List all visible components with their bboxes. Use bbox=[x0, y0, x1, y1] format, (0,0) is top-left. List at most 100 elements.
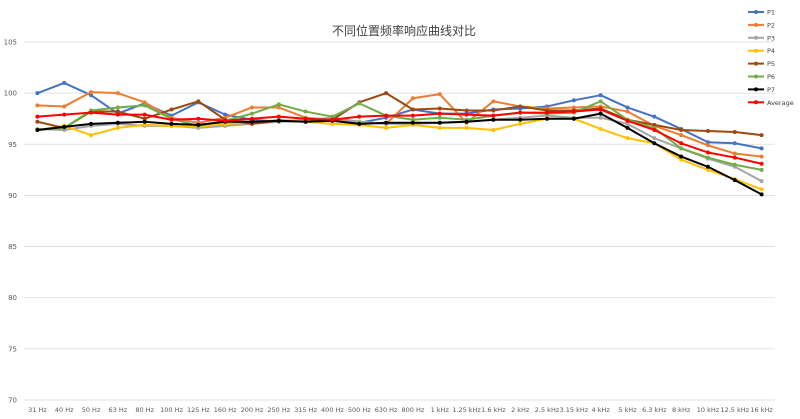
data-point bbox=[115, 109, 120, 114]
data-point bbox=[491, 99, 496, 104]
legend-item-p6: P6 bbox=[748, 73, 775, 81]
x-tick-label: 400 Hz bbox=[321, 406, 344, 414]
data-point bbox=[491, 113, 496, 118]
data-point bbox=[759, 179, 764, 184]
data-point bbox=[625, 125, 630, 130]
data-point bbox=[89, 90, 94, 95]
data-point bbox=[142, 116, 147, 121]
data-point bbox=[759, 192, 764, 197]
legend-marker bbox=[754, 100, 758, 105]
data-point bbox=[35, 127, 40, 132]
data-point bbox=[491, 108, 496, 113]
data-point bbox=[652, 141, 657, 146]
x-tick-label: 4 kHz bbox=[592, 406, 611, 414]
x-tick-label: 2 kHz bbox=[511, 406, 530, 414]
data-point bbox=[464, 112, 469, 117]
legend: P1 P2 P3 P4 P5 P6 P7 Average bbox=[748, 9, 794, 107]
data-point bbox=[732, 162, 737, 167]
data-point bbox=[759, 146, 764, 151]
data-point bbox=[410, 107, 415, 112]
series-line bbox=[37, 117, 762, 191]
data-point bbox=[62, 124, 67, 129]
legend-label: P5 bbox=[767, 60, 775, 68]
y-tick-label: 90 bbox=[8, 192, 17, 200]
data-point bbox=[384, 91, 389, 96]
legend-marker bbox=[754, 61, 758, 66]
data-point bbox=[705, 150, 710, 155]
legend-marker bbox=[754, 10, 758, 14]
data-point bbox=[545, 110, 550, 115]
data-point bbox=[410, 120, 415, 125]
x-tick-label: 8 kHz bbox=[672, 406, 691, 414]
data-point bbox=[652, 136, 657, 141]
legend-item-average: Average bbox=[748, 99, 794, 107]
data-point bbox=[115, 112, 120, 117]
data-point bbox=[384, 113, 389, 118]
data-point bbox=[598, 99, 603, 104]
data-point bbox=[62, 112, 67, 117]
data-point bbox=[518, 121, 523, 126]
gridlines bbox=[24, 41, 775, 401]
data-point bbox=[303, 109, 308, 114]
data-point bbox=[705, 164, 710, 169]
data-point bbox=[705, 167, 710, 172]
data-point bbox=[759, 167, 764, 172]
data-point bbox=[625, 121, 630, 126]
x-tick-label: 2.5 kHz bbox=[535, 406, 560, 414]
y-tick-label: 95 bbox=[8, 141, 17, 149]
data-point bbox=[196, 99, 201, 104]
legend-marker bbox=[754, 35, 758, 40]
data-point bbox=[625, 118, 630, 123]
data-point bbox=[759, 161, 764, 166]
data-point bbox=[571, 116, 576, 121]
x-tick-label: 315 Hz bbox=[294, 406, 317, 414]
y-tick-label: 105 bbox=[4, 39, 17, 47]
series-line bbox=[37, 112, 763, 196]
data-point bbox=[330, 114, 335, 119]
x-tick-label: 1.25 kHz bbox=[452, 406, 481, 414]
data-point bbox=[518, 117, 523, 122]
data-point bbox=[89, 110, 94, 115]
data-point bbox=[330, 121, 335, 126]
legend-item-p3: P3 bbox=[748, 34, 775, 42]
series-lines bbox=[35, 80, 764, 197]
legend-marker bbox=[754, 48, 758, 53]
series-line bbox=[37, 108, 762, 165]
data-point bbox=[35, 103, 40, 108]
data-point bbox=[705, 143, 710, 148]
data-point bbox=[679, 146, 684, 151]
x-tick-label: 200 Hz bbox=[241, 406, 264, 414]
x-tick-label: 50 Hz bbox=[82, 406, 101, 414]
data-point bbox=[705, 155, 710, 160]
x-tick-label: 12.5 kHz bbox=[720, 406, 749, 414]
data-point bbox=[464, 125, 469, 130]
x-tick-label: 125 Hz bbox=[187, 406, 210, 414]
data-point bbox=[705, 128, 710, 133]
data-point bbox=[223, 112, 228, 117]
data-point bbox=[598, 93, 603, 98]
data-point bbox=[679, 133, 684, 138]
data-point bbox=[437, 120, 442, 125]
data-point bbox=[196, 122, 201, 127]
x-tick-label: 40 Hz bbox=[55, 406, 74, 414]
data-point bbox=[759, 187, 764, 192]
data-point bbox=[276, 105, 281, 110]
series-p4 bbox=[35, 116, 764, 192]
legend-marker bbox=[754, 74, 758, 79]
y-tick-label: 80 bbox=[8, 294, 17, 302]
data-point bbox=[652, 127, 657, 132]
y-tick-label: 75 bbox=[8, 345, 17, 353]
legend-label: P3 bbox=[767, 34, 775, 42]
x-tick-label: 1.6 kHz bbox=[481, 406, 506, 414]
y-tick-label: 85 bbox=[8, 243, 17, 251]
x-tick-label: 250 Hz bbox=[267, 406, 290, 414]
x-tick-label: 6.3 kHz bbox=[642, 406, 667, 414]
data-point bbox=[732, 155, 737, 160]
data-point bbox=[357, 101, 362, 106]
data-point bbox=[276, 102, 281, 107]
data-point bbox=[759, 133, 764, 138]
data-point bbox=[276, 118, 281, 123]
data-point bbox=[142, 112, 147, 117]
